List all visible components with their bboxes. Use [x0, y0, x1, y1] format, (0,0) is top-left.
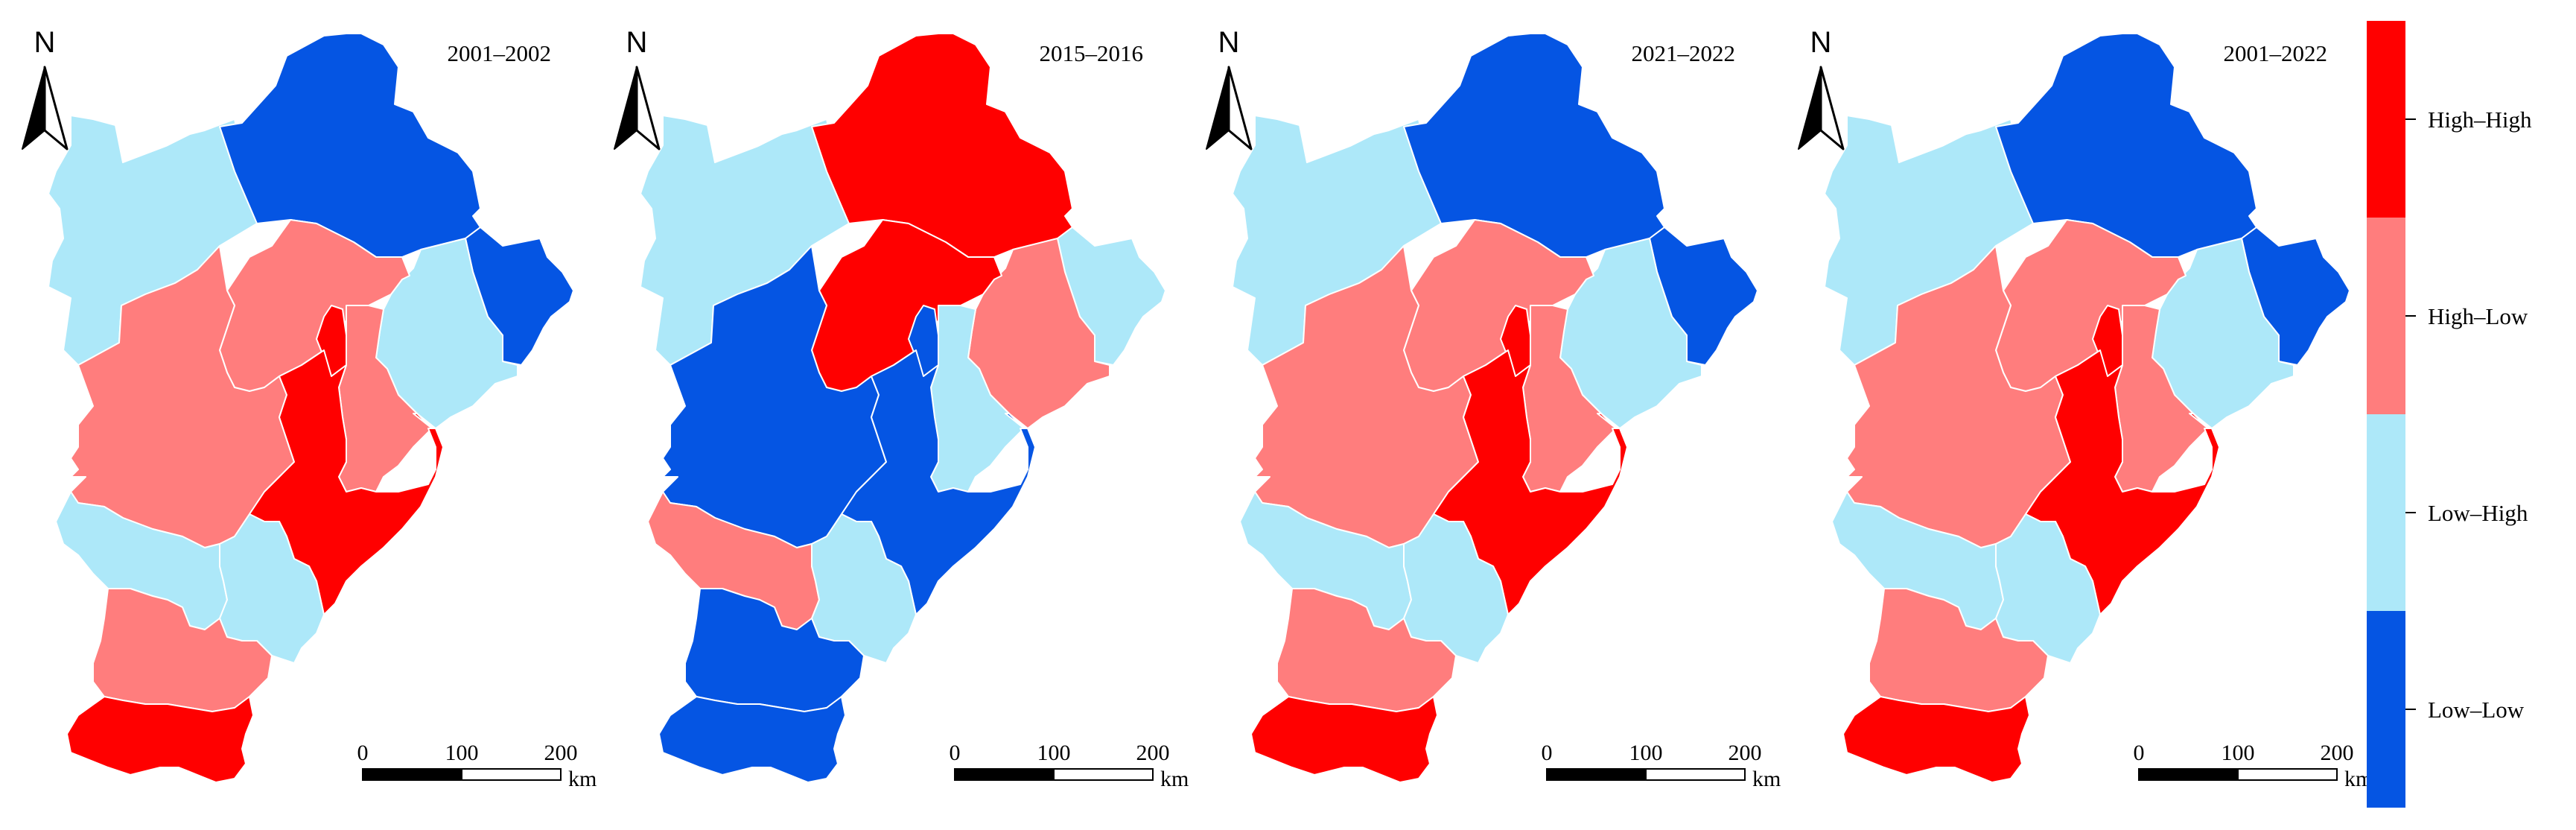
legend-label: Low–High: [2428, 500, 2528, 526]
region-chengde: [811, 33, 1073, 258]
north-arrow-icon: N: [1798, 26, 1845, 151]
scale-bar-tick-label: 100: [1629, 741, 1663, 765]
scale-bar-unit: km: [1160, 767, 1189, 791]
map-regions: [48, 33, 574, 783]
panel-period-title: 2015–2016: [1040, 40, 1144, 66]
scale-bar-tick-label: 100: [1037, 741, 1071, 765]
panel-period-title: 2001–2022: [2224, 40, 2328, 66]
legend: High–High High–Low Low–High Low–Low: [2367, 21, 2532, 808]
legend-label: Low–Low: [2428, 697, 2525, 723]
region-chengde: [219, 33, 481, 258]
north-arrow-label: N: [1810, 26, 1832, 59]
region-xingtai: [684, 588, 865, 712]
scale-bar-tick-label: 200: [544, 741, 578, 765]
region-tangshan: [375, 238, 518, 429]
map-regions: [640, 33, 1166, 783]
region-tangshan: [967, 238, 1110, 429]
north-arrow-icon: N: [1206, 26, 1253, 151]
scale-bar-tick-label: 0: [950, 741, 961, 765]
scale-bar-unit: km: [1752, 767, 1781, 791]
region-xingtai: [1869, 588, 2049, 712]
scale-bar-tick-label: 100: [445, 741, 479, 765]
region-handan: [1842, 696, 2030, 783]
region-tangshan: [2152, 238, 2294, 429]
region-hengshui: [1995, 513, 2101, 664]
legend-swatch: [2367, 21, 2405, 218]
scale-bar-tick-label: 200: [2321, 741, 2354, 765]
region-xingtai: [92, 588, 273, 712]
region-tangshan: [1559, 238, 1702, 429]
north-arrow-label: N: [34, 26, 56, 59]
north-arrow-label: N: [626, 26, 648, 59]
region-hengshui: [811, 513, 917, 664]
scale-bar-tick-label: 0: [357, 741, 369, 765]
north-arrow-icon: N: [614, 26, 661, 151]
legend-label: High–High: [2428, 107, 2532, 133]
scale-bar-tick-label: 100: [2222, 741, 2255, 765]
region-handan: [66, 696, 254, 783]
legend-label: High–Low: [2428, 303, 2528, 329]
region-hengshui: [1403, 513, 1509, 664]
map-regions: [1824, 33, 2350, 783]
region-handan: [1250, 696, 1438, 783]
legend-swatch: [2367, 611, 2405, 808]
map-regions: [1232, 33, 1758, 783]
north-arrow-icon: N: [22, 26, 69, 151]
panel-period-title: 2021–2022: [1632, 40, 1736, 66]
legend-swatch: [2367, 218, 2405, 414]
region-xingtai: [1276, 588, 1457, 712]
north-arrow-label: N: [1218, 26, 1240, 59]
region-chengde: [1995, 33, 2257, 258]
panel-period-title: 2001–2002: [448, 40, 552, 66]
scale-bar-tick-label: 200: [1729, 741, 1762, 765]
region-chengde: [1403, 33, 1665, 258]
scale-bar-unit: km: [568, 767, 597, 791]
region-handan: [658, 696, 846, 783]
region-hengshui: [219, 513, 325, 664]
scale-bar-tick-label: 200: [1136, 741, 1170, 765]
legend-swatch: [2367, 414, 2405, 611]
scale-bar-tick-label: 0: [1542, 741, 1553, 765]
scale-bar-tick-label: 0: [2134, 741, 2145, 765]
